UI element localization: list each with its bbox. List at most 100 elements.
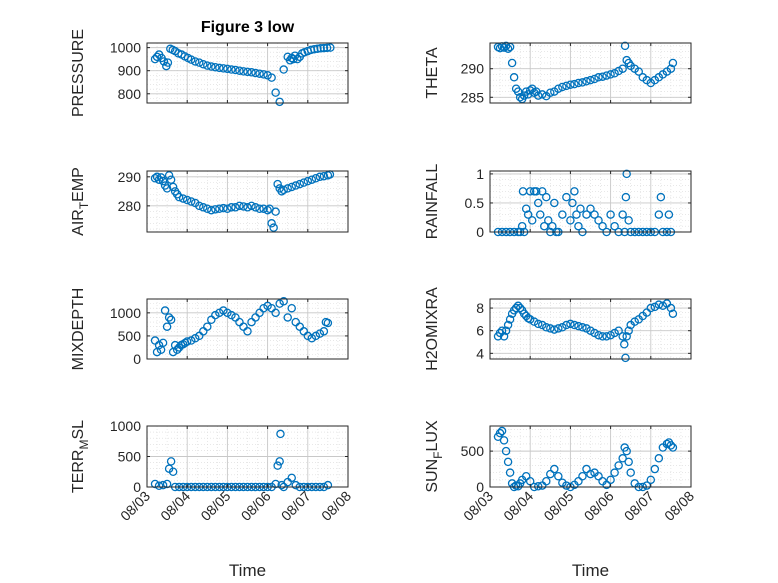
- x-tick-label: 08/03: [117, 488, 153, 524]
- y-tick-label: 900: [118, 63, 142, 79]
- data-point: [501, 446, 511, 456]
- data-point: [582, 77, 591, 86]
- data-point: [243, 327, 252, 336]
- x-tick-label: 08/04: [500, 488, 536, 524]
- data-point: [622, 446, 631, 456]
- data-point: [525, 187, 535, 196]
- data-point: [554, 84, 563, 93]
- y-tick-label: 500: [461, 443, 485, 459]
- x-tick-label: 08/07: [621, 488, 657, 524]
- subplot-5: 0 500 1000 MIXDEPTH: [70, 288, 349, 371]
- data-point: [586, 469, 595, 479]
- data-point: [666, 303, 676, 313]
- data-point: [574, 477, 583, 486]
- data-point: [666, 64, 676, 73]
- data-point: [313, 44, 322, 54]
- data-point: [566, 319, 575, 329]
- y-axis-label: PRESSURE: [70, 29, 87, 117]
- data-point: [505, 315, 515, 324]
- data-point: [299, 178, 309, 187]
- data-point: [550, 198, 559, 208]
- data-point: [182, 195, 192, 205]
- data-point: [247, 201, 256, 211]
- data-point: [207, 205, 216, 215]
- data-point: [542, 323, 551, 332]
- data-point: [521, 471, 531, 481]
- data-point: [186, 197, 196, 206]
- data-point: [624, 457, 633, 467]
- data-point: [533, 198, 543, 208]
- data-point: [654, 300, 664, 309]
- data-point: [319, 43, 329, 53]
- data-point: [590, 210, 599, 219]
- data-point: [499, 332, 509, 341]
- data-point: [622, 332, 631, 341]
- data-point: [662, 439, 672, 449]
- data-point: [287, 473, 296, 483]
- y-tick-label: 1: [476, 166, 484, 182]
- data-point: [618, 454, 627, 463]
- data-point: [598, 72, 607, 81]
- chart-title: Figure 3 low: [201, 19, 295, 36]
- data-point: [558, 210, 567, 219]
- data-point: [538, 187, 547, 196]
- data-point: [666, 441, 676, 450]
- data-point: [235, 201, 244, 211]
- data-point: [505, 468, 515, 477]
- data-point: [283, 184, 292, 193]
- y-tick-label: 280: [118, 198, 142, 214]
- data-point: [271, 207, 280, 216]
- subplot-4: 0 0.5 1 RAINFALL: [424, 164, 692, 240]
- axes-box: [146, 42, 349, 104]
- data-point: [515, 303, 525, 313]
- data-point: [273, 461, 282, 470]
- data-point: [168, 467, 178, 476]
- data-point: [275, 457, 284, 466]
- data-point: [602, 71, 611, 80]
- data-point: [566, 80, 575, 89]
- data-point: [150, 479, 160, 489]
- data-point: [243, 203, 252, 212]
- data-point: [195, 201, 204, 211]
- axes-box: [489, 298, 692, 360]
- data-point: [606, 210, 615, 219]
- data-point: [162, 184, 172, 193]
- x-tick-label: 08/08: [661, 488, 697, 524]
- data-point: [215, 204, 224, 214]
- data-point: [239, 202, 248, 211]
- data-point: [598, 332, 607, 341]
- subplot-1: 800 900 1000 PRESSURE Figure 3 low: [70, 19, 349, 117]
- data-point: [624, 326, 633, 335]
- data-point: [168, 182, 178, 192]
- subplot-8: 0 500 08/03 08/04 08/05 08/06 08/07 08/08 Time SU…: [424, 420, 697, 580]
- data-point: [223, 204, 232, 214]
- y-axis-label: MIXDEPTH: [70, 288, 87, 371]
- data-point: [562, 81, 571, 91]
- data-point: [322, 43, 332, 53]
- data-point: [533, 482, 543, 491]
- data-point: [207, 62, 216, 71]
- data-point: [259, 204, 268, 214]
- data-point: [624, 216, 633, 225]
- data-point: [570, 187, 579, 196]
- data-point: [199, 203, 208, 212]
- y-tick-label: 6: [476, 323, 484, 339]
- data-point: [586, 75, 595, 85]
- y-axis-label: H2OMIXRA: [424, 287, 441, 371]
- y-tick-label: 290: [461, 61, 485, 77]
- data-point: [326, 43, 335, 52]
- data-point: [271, 308, 280, 318]
- data-point: [582, 210, 591, 219]
- data-point: [182, 337, 192, 346]
- data-point: [166, 457, 176, 466]
- data-point: [251, 203, 260, 212]
- data-point: [287, 303, 296, 313]
- axes-box: [489, 170, 692, 233]
- data-point: [594, 471, 603, 481]
- data-point: [542, 477, 551, 486]
- data-point: [503, 320, 513, 330]
- data-point: [668, 58, 678, 68]
- data-point: [152, 52, 162, 62]
- data-point: [618, 210, 627, 219]
- subplot-3: 280 290 AIRTEMP: [70, 167, 349, 236]
